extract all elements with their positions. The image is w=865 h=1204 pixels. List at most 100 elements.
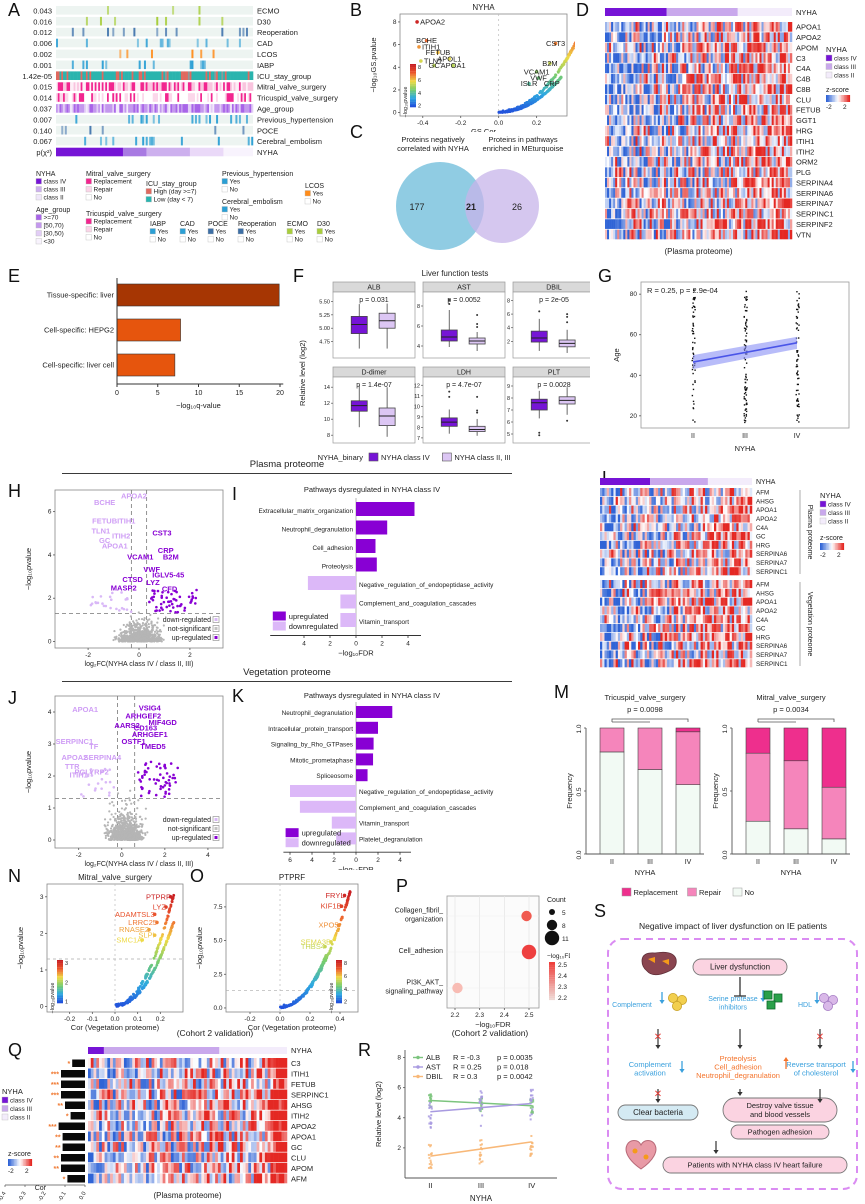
panel-label-R: R <box>358 1040 372 1060</box>
panel-label-D: D <box>576 0 590 20</box>
track-label-Reoperation: Reoperation <box>257 28 298 37</box>
plot-title: NYHA <box>472 3 495 12</box>
blocked-x-icon: ✕ <box>654 1089 662 1100</box>
svg-text:7: 7 <box>417 436 420 442</box>
svg-text:12: 12 <box>414 383 420 389</box>
legend-title-Cerebral_embolism: Cerebral_embolism <box>222 199 283 206</box>
svg-text:[50,70): [50,70) <box>44 223 64 230</box>
svg-text:Yes: Yes <box>295 229 306 236</box>
svg-text:4.75: 4.75 <box>319 340 330 346</box>
pathway-up-Cell_adhesion: Cell_adhesion <box>312 545 353 552</box>
flow-text: HDL <box>798 1002 812 1009</box>
panel-label-K: K <box>232 686 245 706</box>
gene-row-AHSG: AHSG <box>291 1101 312 1110</box>
panel-label-H: H <box>8 481 22 501</box>
gene-row-ITIH2: ITIH2 <box>291 1111 309 1120</box>
svg-text:II: II <box>691 433 695 440</box>
gene-label-CST3: CST3 <box>546 39 565 48</box>
pathway-up-Extracellular_matrix_organization: Extracellular_matrix_organization <box>259 508 354 515</box>
svg-text:2: 2 <box>393 87 397 94</box>
gene-label-APOA1: APOA1 <box>102 541 128 550</box>
svg-text:upregulated: upregulated <box>289 612 329 621</box>
svg-text:6: 6 <box>393 42 397 49</box>
gene-row-SERPINC1-1: SERPINC1 <box>756 661 788 668</box>
gene-label-TTR: TTR <box>65 762 80 771</box>
gene-label-SEMA3B: SEMA3B <box>301 937 331 946</box>
svg-text:No: No <box>246 237 255 244</box>
svg-text:0.2: 0.2 <box>532 120 541 127</box>
venn-right-title: Proteins in pathways <box>488 135 557 144</box>
track-label-Mitral_valve_surgery: Mitral_valve_surgery <box>257 83 326 92</box>
significance-CLU: ** <box>54 1155 60 1162</box>
x-axis-label: log₂FC(NYHA class IV / class II, III) <box>85 861 194 868</box>
svg-text:0: 0 <box>393 110 397 117</box>
gene-row-HRG: HRG <box>796 127 813 136</box>
svg-text:2: 2 <box>48 595 52 602</box>
svg-text:2: 2 <box>418 104 421 110</box>
svg-text:Yes: Yes <box>188 229 199 236</box>
dotplot-row-label: PI3K_AKT_ <box>406 980 443 987</box>
gene-row-PLG: PLG <box>796 168 811 177</box>
svg-text:up-regulated: up-regulated <box>172 635 211 642</box>
circles-icon <box>818 993 838 1012</box>
svg-text:9: 9 <box>507 384 510 390</box>
panel-label-E: E <box>8 266 21 286</box>
pill-0 <box>692 958 788 976</box>
svg-text:5.00: 5.00 <box>319 326 330 332</box>
chart-title-0: Tricuspid_valve_surgery <box>604 693 685 702</box>
svg-text:No: No <box>188 237 197 244</box>
flow-text: Cell_adhesion <box>714 1063 762 1072</box>
gene-row-APOM: APOM <box>796 43 818 52</box>
gene-label-AARS2: AARS2 <box>114 721 139 730</box>
panel-label-G: G <box>598 266 613 286</box>
svg-text:8: 8 <box>507 396 510 402</box>
gene-label-ADAMTSL3: ADAMTSL3 <box>115 910 155 919</box>
series-name-AST: AST <box>426 1063 441 1072</box>
pvalue-PLT: p = 0.0028 <box>537 382 570 389</box>
y-axis-label: −log₁₀pvalue <box>16 927 25 969</box>
panel-F-liver-function-boxplots: Liver function tests Relative level (log2… <box>298 269 590 462</box>
significance-SERPINC1: *** <box>51 1092 59 1099</box>
pathway-up-Mitotic_prometaphase: Mitotic_prometaphase <box>290 757 353 764</box>
pvalue-Cerebral_embolism: 0.067 <box>33 137 52 146</box>
svg-text:8: 8 <box>327 433 330 439</box>
panel-I-plasma-pathway-bars: Pathways dysregulated in NYHA class IV Ex… <box>259 485 495 658</box>
legend-title-Age_group: Age_group <box>36 207 70 214</box>
x-axis-label: −log₁₀q-value <box>176 401 221 410</box>
svg-text:Replacement: Replacement <box>94 219 132 226</box>
gene-label-KIF1B: KIF1B <box>321 902 342 911</box>
track-label-IABP: IABP <box>257 61 274 70</box>
svg-text:Yes: Yes <box>246 229 257 236</box>
y-axis-label: Relative level (log2) <box>298 340 307 406</box>
gene-label-TLN1: TLN1 <box>424 57 442 66</box>
gene-label-ITIH2: ITIH2 <box>112 532 130 541</box>
track-label-Cerebral_embolism: Cerebral_embolism <box>257 137 322 146</box>
svg-text:<30: <30 <box>44 239 55 246</box>
y-axis-label: −log₁₀pvalue <box>24 548 33 590</box>
svg-text:No: No <box>230 215 239 222</box>
x-axis-label: −log₁₀FDR <box>475 1020 511 1029</box>
series-name-DBIL: DBIL <box>426 1072 443 1081</box>
panel-caption: (Plasma proteome) <box>153 1191 221 1200</box>
gene-row-ITIH1: ITIH1 <box>291 1069 309 1078</box>
venn-overlap-count: 21 <box>466 202 476 212</box>
gene-label-APOA1: APOA1 <box>441 61 466 70</box>
legend-title-CAD: CAD <box>180 221 195 228</box>
svg-text:11: 11 <box>414 394 420 400</box>
gene-row-GGT1: GGT1 <box>796 116 816 125</box>
gene-label-VCAM1: VCAM1 <box>127 552 153 561</box>
svg-text:High (day >=7): High (day >=7) <box>154 189 197 196</box>
gene-row-APOA2: APOA2 <box>291 1122 316 1131</box>
svg-text:4: 4 <box>406 641 410 648</box>
flow-text: Serine protease <box>708 996 758 1003</box>
legend-title: NYHA_binary <box>318 453 364 462</box>
pvalue-DBIL: p = 2e-05 <box>539 297 569 304</box>
gene-row-CLU: CLU <box>796 95 811 104</box>
panel-label-B: B <box>350 0 363 20</box>
svg-text:20: 20 <box>276 390 284 397</box>
gene-row-HRG-1: HRG <box>756 634 770 641</box>
pvalue-NYHA: p(χ²) <box>36 148 52 157</box>
annotation-row-label: NYHA <box>756 479 776 486</box>
significance-AHSG: ** <box>58 1103 64 1110</box>
